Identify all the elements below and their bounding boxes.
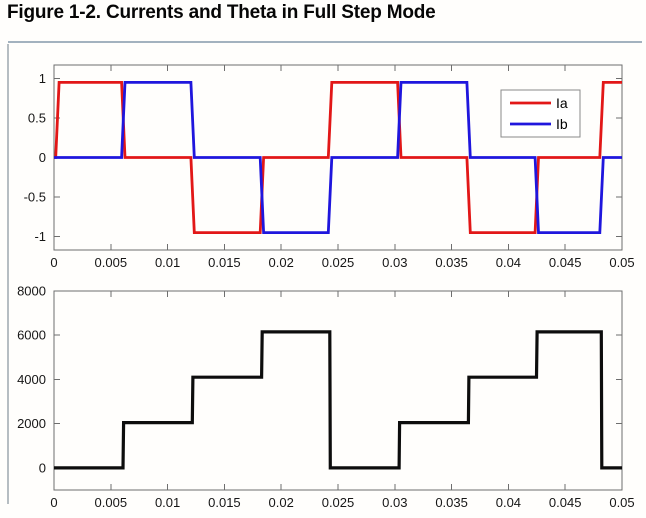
y-axis-tick-label: -1 xyxy=(34,229,46,244)
y-axis-tick-label: 4000 xyxy=(17,372,46,387)
legend-label-ib: Ib xyxy=(556,116,568,132)
x-axis-tick-label: 0.02 xyxy=(269,495,294,510)
x-axis-tick-label: 0 xyxy=(50,495,57,510)
x-axis-tick-label: 0.005 xyxy=(95,495,128,510)
content-left-border xyxy=(7,44,9,504)
x-axis-tick-label: 0.035 xyxy=(435,495,468,510)
currents-chart: 0 0.005 0.01 0.015 0.02 0.025 0.03 0.035 0.04 0.0… xyxy=(24,64,635,270)
legend-box xyxy=(500,89,581,138)
x-axis-tick-label: 0.03 xyxy=(382,255,407,270)
x-axis-tick-label: 0.045 xyxy=(549,495,582,510)
figure-title: Figure 1-2. Currents and Theta in Full S… xyxy=(7,2,436,23)
theta-axes xyxy=(53,290,623,491)
y-axis-tick-label: 0 xyxy=(39,460,46,475)
x-axis-tick-label: 0.025 xyxy=(322,255,355,270)
y-axis-tick-label: 0 xyxy=(39,150,46,165)
x-axis-tick-label: 0.005 xyxy=(95,255,128,270)
theta-chart: 0 0.005 0.01 0.015 0.02 0.025 0.03 0.035 0.04 0.0… xyxy=(17,284,635,511)
theta-plot-box xyxy=(53,290,623,491)
x-axis-tick-label: 0.01 xyxy=(155,495,180,510)
y-axis-tick-label: 6000 xyxy=(17,328,46,343)
y-axis-tick-label: 0.5 xyxy=(28,110,46,125)
theta-series-line xyxy=(54,330,622,470)
y-axis-tick-label: -0.5 xyxy=(24,190,46,205)
x-axis-tick-label: 0.045 xyxy=(549,255,582,270)
x-axis-tick-label: 0.01 xyxy=(155,255,180,270)
currents-legend: Ia Ib xyxy=(500,89,581,138)
x-axis-tick-label: 0.02 xyxy=(269,255,294,270)
y-axis-tick-label: 8000 xyxy=(17,284,46,299)
x-axis-tick-label: 0.03 xyxy=(382,495,407,510)
x-axis-tick-label: 0.04 xyxy=(496,255,521,270)
x-axis-tick-label: 0.025 xyxy=(322,495,355,510)
y-axis-tick-label: 2000 xyxy=(17,416,46,431)
y-axis-tick-label: 1 xyxy=(39,71,46,86)
x-axis-tick-label: 0.015 xyxy=(208,495,241,510)
x-axis-tick-label: 0 xyxy=(50,255,57,270)
x-axis-tick-label: 0.035 xyxy=(435,255,468,270)
title-separator xyxy=(8,41,642,43)
x-axis-tick-label: 0.04 xyxy=(496,495,521,510)
x-axis-tick-label: 0.05 xyxy=(609,255,634,270)
legend-label-ia: Ia xyxy=(556,95,568,111)
x-axis-tick-label: 0.05 xyxy=(609,495,634,510)
ia-series-line xyxy=(54,81,622,234)
ib-series-line xyxy=(54,81,622,234)
x-axis-tick-label: 0.015 xyxy=(208,255,241,270)
